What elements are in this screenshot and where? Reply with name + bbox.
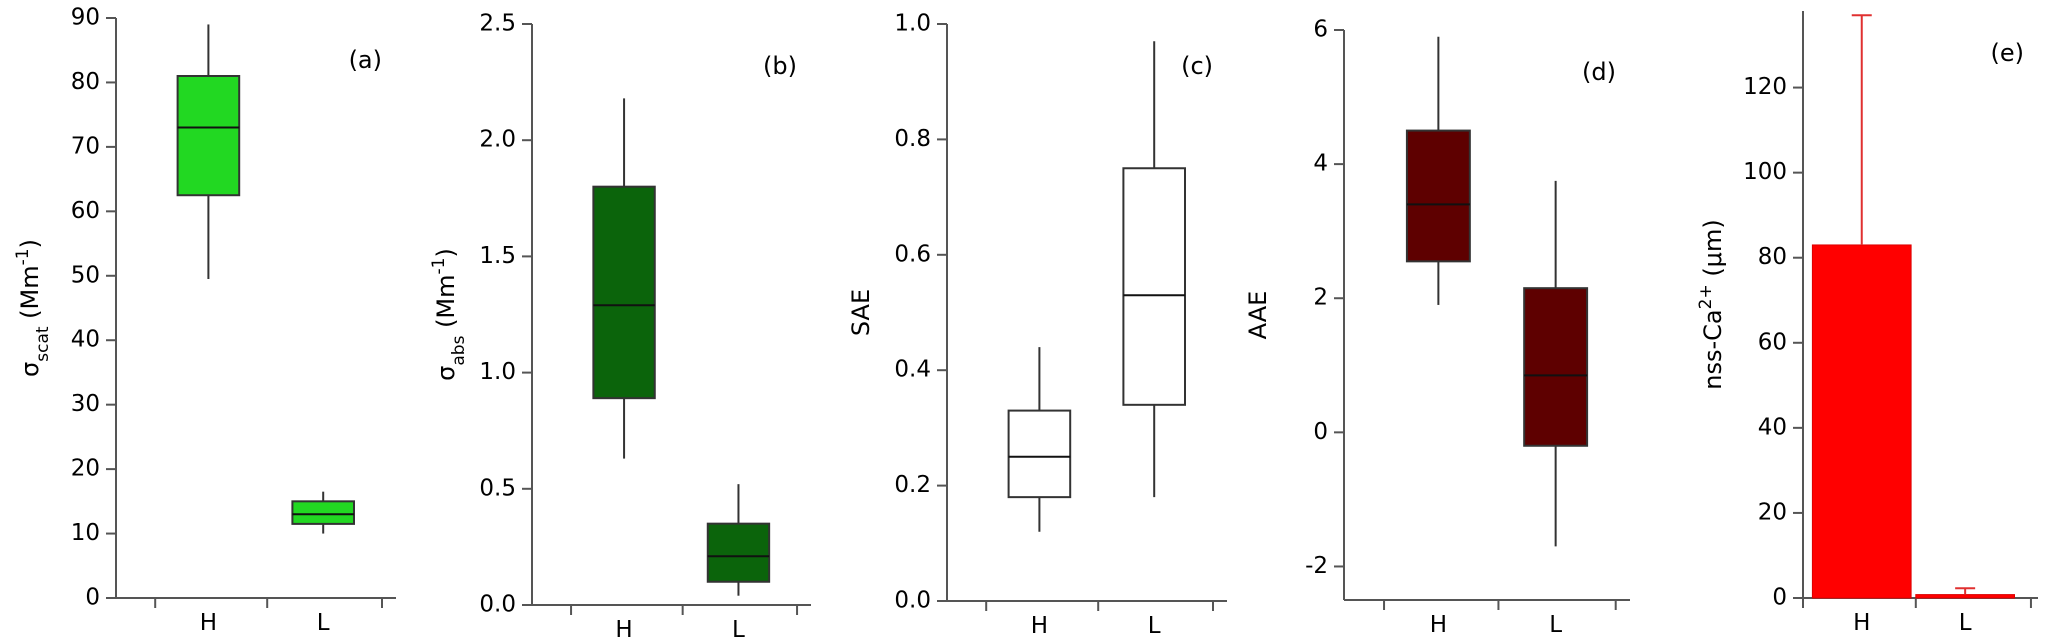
y-tick-label: 0.2 xyxy=(894,472,931,498)
y-tick-label: 2.5 xyxy=(479,11,516,37)
y-tick-label: 40 xyxy=(1758,414,1787,440)
error-bar xyxy=(1851,14,1872,245)
error-bar xyxy=(1955,587,1976,595)
y-tick-label: 20 xyxy=(1758,499,1787,525)
y-tick-label: 1.5 xyxy=(479,243,516,269)
y-label-part: AAE xyxy=(1244,291,1272,340)
y-tick-label: 80 xyxy=(1758,244,1787,270)
x-tick-label: L xyxy=(1959,610,1972,636)
y-tick-label: 60 xyxy=(71,198,100,224)
box xyxy=(592,185,656,400)
y-tick-label: 1.0 xyxy=(479,359,516,385)
box xyxy=(291,500,355,525)
y-tick-label: 0.8 xyxy=(894,126,931,152)
y-label-part: 2+ xyxy=(1696,284,1716,309)
y-label-part: abs xyxy=(449,335,469,365)
y-tick-label: 0 xyxy=(1313,419,1328,445)
x-tick-label: L xyxy=(732,617,745,643)
y-tick-label: 50 xyxy=(71,262,100,288)
y-tick-label: 0.4 xyxy=(894,357,931,383)
y-tick-label: 70 xyxy=(71,133,100,159)
x-tick-label: H xyxy=(200,610,217,636)
x-tick-label: L xyxy=(1148,613,1161,639)
y-label-part: (μm) xyxy=(1699,219,1727,284)
y-label-part: ) xyxy=(432,248,460,257)
x-tick-label: H xyxy=(1031,613,1048,639)
y-tick-label: 6 xyxy=(1313,17,1328,43)
y-axis-label: nss-Ca2+ (μm) xyxy=(1696,219,1727,389)
y-label-part: (Mm xyxy=(432,274,460,335)
x-tick-label: H xyxy=(615,617,632,643)
y-label-part: (Mm xyxy=(16,265,44,326)
y-tick-label: 20 xyxy=(71,456,100,482)
y-tick-label: 40 xyxy=(71,327,100,353)
box xyxy=(1523,287,1589,447)
y-axis-label: AAE xyxy=(1244,291,1272,340)
y-tick-label: 0.5 xyxy=(479,475,516,501)
y-tick-label: 100 xyxy=(1743,159,1787,185)
y-label-part: σ xyxy=(16,362,44,377)
y-axis-label: SAE xyxy=(847,289,875,336)
y-tick-label: 2.0 xyxy=(479,127,516,153)
y-tick-label: 10 xyxy=(71,520,100,546)
y-tick-label: 0.0 xyxy=(479,592,516,618)
box xyxy=(1122,167,1187,406)
y-label-part: ) xyxy=(16,239,44,248)
y-tick-label: 0 xyxy=(85,585,100,611)
x-tick-label: L xyxy=(317,610,330,636)
y-tick-label: 80 xyxy=(71,69,100,95)
panel-label: (b) xyxy=(763,52,797,80)
box xyxy=(1405,129,1471,263)
box xyxy=(706,522,771,583)
y-tick-label: 90 xyxy=(71,5,100,31)
y-tick-label: 4 xyxy=(1313,151,1328,177)
panel-label: (a) xyxy=(349,46,382,74)
y-tick-label: 0.0 xyxy=(894,588,931,614)
y-label-part: SAE xyxy=(847,289,875,336)
box xyxy=(176,75,241,197)
panel-label: (d) xyxy=(1582,58,1616,86)
x-tick-label: H xyxy=(1430,612,1447,638)
x-tick-label: L xyxy=(1549,612,1562,638)
box xyxy=(1007,409,1072,499)
y-tick-label: 2 xyxy=(1313,285,1328,311)
y-tick-label: 120 xyxy=(1743,74,1787,100)
y-label-part: -1 xyxy=(429,258,449,275)
y-axis-label: σscat (Mm-1) xyxy=(13,239,53,377)
y-tick-label: 1.0 xyxy=(894,11,931,37)
y-tick-label: 0.6 xyxy=(894,241,931,267)
panel-label: (e) xyxy=(1991,39,2025,67)
panel-label: (c) xyxy=(1181,52,1213,80)
y-axis-label: σabs (Mm-1) xyxy=(429,248,469,381)
y-label-part: nss-Ca xyxy=(1699,309,1727,389)
y-label-part: -1 xyxy=(13,248,33,265)
y-tick-label: 30 xyxy=(71,391,100,417)
bar xyxy=(1915,594,2016,599)
y-label-part: σ xyxy=(432,366,460,381)
x-tick-label: H xyxy=(1853,610,1870,636)
y-tick-label: 0 xyxy=(1772,585,1787,611)
y-label-part: scat xyxy=(33,326,53,362)
y-tick-label: -2 xyxy=(1305,553,1328,579)
bar xyxy=(1811,244,1912,599)
y-tick-label: 60 xyxy=(1758,329,1787,355)
